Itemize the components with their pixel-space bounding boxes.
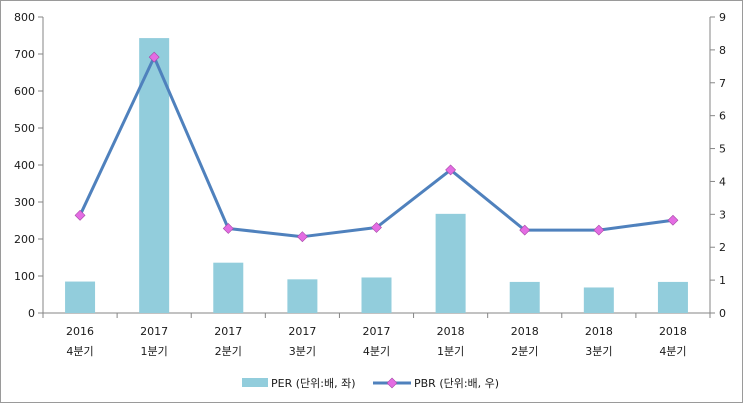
right-tick-label: 6 bbox=[719, 110, 726, 123]
legend: PER (단위:배, 좌) PBR (단위:배, 우) bbox=[242, 377, 499, 390]
left-tick-label: 0 bbox=[28, 307, 35, 320]
per-bar bbox=[213, 263, 243, 313]
legend-pbr-label: PBR (단위:배, 우) bbox=[414, 377, 499, 390]
x-category-quarter-label: 1분기 bbox=[141, 345, 168, 358]
x-category-year-label: 2017 bbox=[140, 325, 168, 338]
x-category-quarter-label: 4분기 bbox=[659, 345, 686, 358]
x-category-year-label: 2017 bbox=[214, 325, 242, 338]
right-tick-label: 4 bbox=[719, 175, 726, 188]
pbr-marker bbox=[75, 210, 85, 220]
pbr-marker bbox=[297, 232, 307, 242]
left-tick-label: 800 bbox=[14, 11, 35, 24]
right-tick-label: 2 bbox=[719, 241, 726, 254]
per-bar bbox=[287, 279, 317, 313]
per-bar bbox=[362, 277, 392, 313]
x-category-year-label: 2017 bbox=[363, 325, 391, 338]
pbr-marker bbox=[594, 225, 604, 235]
per-bar bbox=[658, 282, 688, 313]
right-tick-label: 8 bbox=[719, 44, 726, 57]
legend-per-label: PER (단위:배, 좌) bbox=[271, 377, 356, 390]
left-tick-label: 300 bbox=[14, 196, 35, 209]
left-tick-label: 400 bbox=[14, 159, 35, 172]
right-tick-label: 9 bbox=[719, 11, 726, 24]
per-bar bbox=[584, 287, 614, 313]
x-category-year-label: 2018 bbox=[659, 325, 687, 338]
left-tick-label: 100 bbox=[14, 270, 35, 283]
legend-per-swatch bbox=[242, 378, 268, 387]
pbr-marker bbox=[668, 215, 678, 225]
x-category-year-label: 2018 bbox=[511, 325, 539, 338]
x-category-quarter-label: 3분기 bbox=[585, 345, 612, 358]
x-category-year-label: 2018 bbox=[437, 325, 465, 338]
left-tick-label: 600 bbox=[14, 85, 35, 98]
x-category-quarter-label: 2분기 bbox=[511, 345, 538, 358]
right-tick-label: 7 bbox=[719, 77, 726, 90]
pbr-marker bbox=[223, 223, 233, 233]
per-bar bbox=[510, 282, 540, 313]
right-tick-label: 5 bbox=[719, 143, 726, 156]
left-tick-label: 500 bbox=[14, 122, 35, 135]
left-tick-label: 200 bbox=[14, 233, 35, 246]
x-category-year-label: 2018 bbox=[585, 325, 613, 338]
x-category-quarter-label: 3분기 bbox=[289, 345, 316, 358]
right-tick-label: 3 bbox=[719, 208, 726, 221]
bars-layer bbox=[65, 38, 688, 313]
x-category-quarter-label: 4분기 bbox=[66, 345, 93, 358]
x-category-year-label: 2016 bbox=[66, 325, 94, 338]
left-tick-label: 700 bbox=[14, 48, 35, 61]
right-tick-label: 0 bbox=[719, 307, 726, 320]
per-bar bbox=[65, 282, 95, 313]
x-category-year-label: 2017 bbox=[288, 325, 316, 338]
x-category-quarter-label: 2분기 bbox=[215, 345, 242, 358]
x-category-quarter-label: 1분기 bbox=[437, 345, 464, 358]
legend-pbr-marker bbox=[387, 378, 397, 388]
right-tick-label: 1 bbox=[719, 274, 726, 287]
per-bar bbox=[436, 214, 466, 313]
x-category-quarter-label: 4분기 bbox=[363, 345, 390, 358]
